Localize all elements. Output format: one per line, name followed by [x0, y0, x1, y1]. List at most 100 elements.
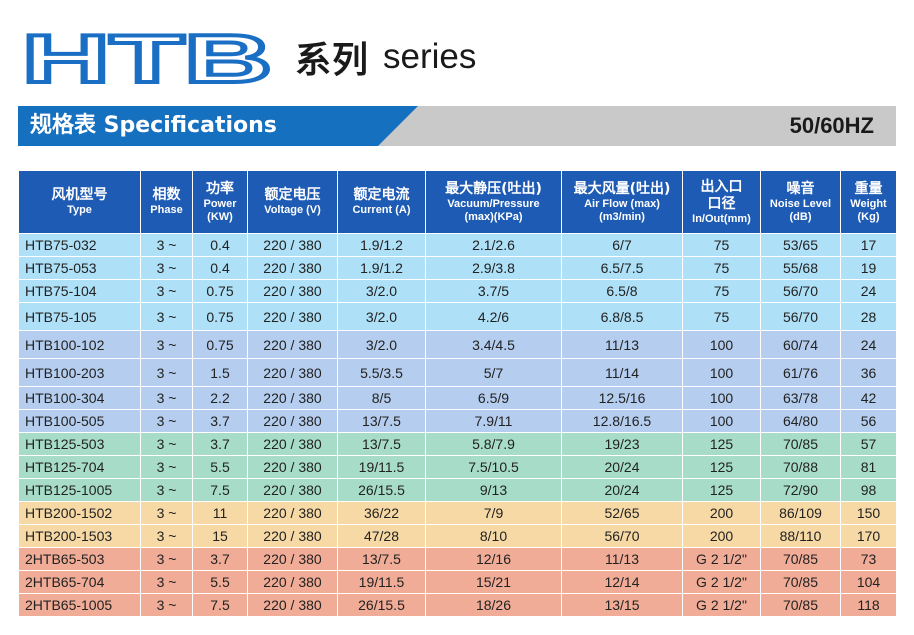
cell-type: HTB75-032: [18, 233, 141, 257]
cell-inout: G 2 1/2": [682, 570, 761, 594]
cell-type: HTB125-704: [18, 455, 141, 479]
cell-weight: 19: [840, 256, 897, 280]
cell-noise: 64/80: [760, 409, 841, 433]
table-row: HTB125-1005 3 ~7.5 220 / 380 26/15.5 9/13 20/…: [18, 478, 897, 502]
table-row: 2HTB65-704 3 ~5.5 220 / 380 19/11.5 15/21 12/…: [18, 570, 897, 594]
cell-voltage: 220 / 380: [247, 409, 338, 433]
cell-phase: 3 ~: [140, 432, 193, 456]
cell-voltage: 220 / 380: [247, 501, 338, 525]
cell-type: HTB75-105: [18, 302, 141, 331]
cell-power: 0.75: [192, 330, 248, 359]
col-header-power: 功率 Power (KW): [192, 170, 248, 234]
cell-pressure: 9/13: [425, 478, 562, 502]
col-header-type: 风机型号 Type: [18, 170, 141, 234]
cell-phase: 3 ~: [140, 330, 193, 359]
cell-inout: 100: [682, 330, 761, 359]
cell-pressure: 18/26: [425, 593, 562, 617]
cell-phase: 3 ~: [140, 233, 193, 257]
cell-pressure: 3.4/4.5: [425, 330, 562, 359]
cell-voltage: 220 / 380: [247, 570, 338, 594]
table-row: HTB200-1502 3 ~11 220 / 380 36/22 7/9 52/65 20…: [18, 501, 897, 525]
cell-phase: 3 ~: [140, 593, 193, 617]
banner-blue-band: [18, 106, 418, 146]
cell-voltage: 220 / 380: [247, 233, 338, 257]
cell-pressure: 15/21: [425, 570, 562, 594]
cell-airflow: 6/7: [561, 233, 683, 257]
cell-power: 3.7: [192, 547, 248, 571]
cell-pressure: 7.5/10.5: [425, 455, 562, 479]
cell-weight: 24: [840, 279, 897, 303]
cell-type: HTB125-1005: [18, 478, 141, 502]
cell-inout: 200: [682, 501, 761, 525]
cell-pressure: 2.9/3.8: [425, 256, 562, 280]
cell-airflow: 12/14: [561, 570, 683, 594]
cell-voltage: 220 / 380: [247, 524, 338, 548]
specifications-table: 风机型号 Type 相数 Phase 功率 Power (KW) 额定电压 Vo…: [18, 170, 897, 617]
cell-airflow: 11/14: [561, 358, 683, 387]
cell-airflow: 11/13: [561, 330, 683, 359]
cell-weight: 36: [840, 358, 897, 387]
cell-pressure: 3.7/5: [425, 279, 562, 303]
col-header-voltage: 额定电压 Voltage (V): [247, 170, 338, 234]
cell-weight: 81: [840, 455, 897, 479]
table-row: HTB100-203 3 ~1.5 220 / 380 5.5/3.5 5/7 11/14…: [18, 358, 897, 387]
cell-inout: 75: [682, 233, 761, 257]
cell-airflow: 6.8/8.5: [561, 302, 683, 331]
series-title-en: series: [383, 37, 477, 76]
cell-airflow: 13/15: [561, 593, 683, 617]
col-header-phase: 相数 Phase: [140, 170, 193, 234]
cell-power: 3.7: [192, 432, 248, 456]
col-header-inout: 出入口 口径 In/Out(mm): [682, 170, 761, 234]
cell-phase: 3 ~: [140, 409, 193, 433]
cell-voltage: 220 / 380: [247, 478, 338, 502]
cell-pressure: 5/7: [425, 358, 562, 387]
htb-logo: HTB: [20, 25, 274, 89]
cell-noise: 61/76: [760, 358, 841, 387]
col-header-airflow: 最大风量(吐出) Air Flow (max) (m3/min): [561, 170, 683, 234]
cell-type: HTB125-503: [18, 432, 141, 456]
cell-noise: 70/88: [760, 455, 841, 479]
cell-voltage: 220 / 380: [247, 330, 338, 359]
table-body: HTB75-032 3 ~0.4 220 / 380 1.9/1.2 2.1/2.6 6/…: [18, 233, 897, 617]
cell-phase: 3 ~: [140, 358, 193, 387]
cell-weight: 98: [840, 478, 897, 502]
cell-inout: 125: [682, 455, 761, 479]
cell-weight: 42: [840, 386, 897, 410]
cell-weight: 170: [840, 524, 897, 548]
cell-phase: 3 ~: [140, 455, 193, 479]
col-header-current: 额定电流 Current (A): [337, 170, 426, 234]
cell-noise: 53/65: [760, 233, 841, 257]
cell-pressure: 2.1/2.6: [425, 233, 562, 257]
cell-voltage: 220 / 380: [247, 547, 338, 571]
cell-voltage: 220 / 380: [247, 432, 338, 456]
cell-power: 7.5: [192, 478, 248, 502]
cell-inout: G 2 1/2": [682, 547, 761, 571]
cell-pressure: 6.5/9: [425, 386, 562, 410]
cell-phase: 3 ~: [140, 256, 193, 280]
cell-current: 3/2.0: [337, 330, 426, 359]
col-header-noise: 噪音 Noise Level (dB): [760, 170, 841, 234]
logo-text: HTB: [22, 25, 272, 89]
cell-phase: 3 ~: [140, 501, 193, 525]
cell-airflow: 6.5/7.5: [561, 256, 683, 280]
title-row: HTB 系列 series: [20, 22, 476, 92]
cell-airflow: 12.5/16: [561, 386, 683, 410]
cell-airflow: 12.8/16.5: [561, 409, 683, 433]
col-header-pressure: 最大静压(吐出) Vacuum/Pressure (max)(KPa): [425, 170, 562, 234]
cell-voltage: 220 / 380: [247, 256, 338, 280]
cell-current: 26/15.5: [337, 593, 426, 617]
cell-pressure: 8/10: [425, 524, 562, 548]
banner-title: 规格表 Specifications: [30, 113, 277, 138]
cell-power: 0.75: [192, 302, 248, 331]
cell-type: HTB100-102: [18, 330, 141, 359]
cell-noise: 55/68: [760, 256, 841, 280]
cell-weight: 28: [840, 302, 897, 331]
cell-noise: 63/78: [760, 386, 841, 410]
table-row: HTB125-704 3 ~5.5 220 / 380 19/11.5 7.5/10.5…: [18, 455, 897, 479]
cell-current: 1.9/1.2: [337, 256, 426, 280]
series-title-cn: 系列: [295, 40, 370, 81]
cell-current: 13/7.5: [337, 409, 426, 433]
table-row: HTB75-032 3 ~0.4 220 / 380 1.9/1.2 2.1/2.6 6/…: [18, 233, 897, 257]
cell-airflow: 52/65: [561, 501, 683, 525]
cell-inout: G 2 1/2": [682, 593, 761, 617]
